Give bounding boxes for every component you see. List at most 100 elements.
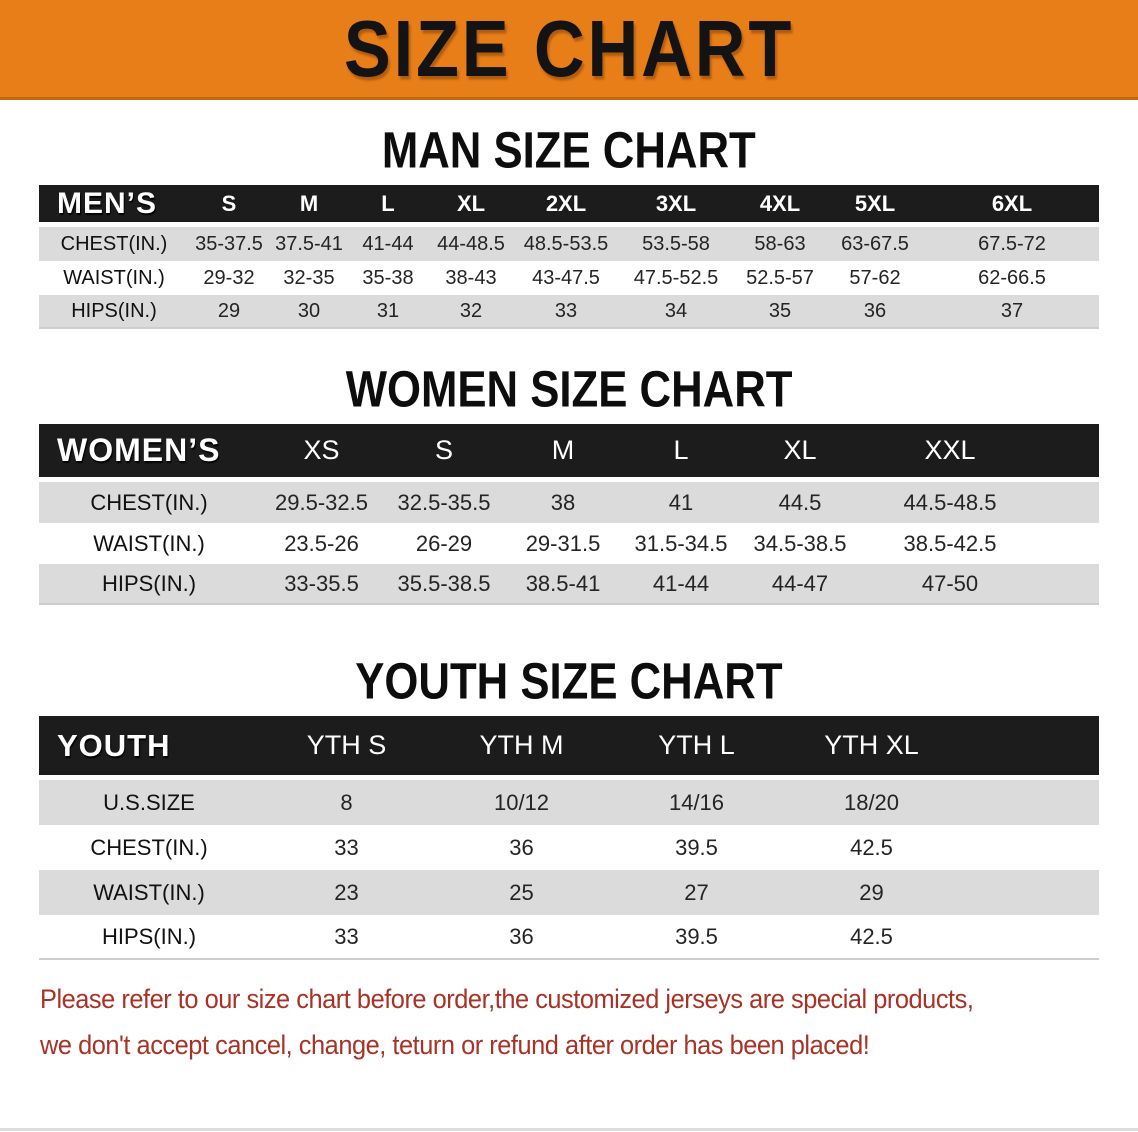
cell-value: 39.5 [609,915,784,960]
women-section-heading-text: WOMEN SIZE CHART [345,360,793,418]
youth-size-table: YOUTH YTH S YTH M YTH L YTH XL U.S.SIZE 8 10/12… [39,716,1099,960]
spacer-cell [959,780,1099,825]
spacer-cell [959,915,1099,960]
row-label: HIPS(IN.) [39,295,189,329]
youth-size-section: YOUTH SIZE CHART YOUTH YTH S YTH M YTH L YTH… [0,652,1138,960]
cell-value: 48.5-53.5 [523,232,609,255]
cell-value: 41-44 [362,232,414,255]
cell-value: 37.5-41 [275,232,343,255]
row-label: HIPS(IN.) [39,564,259,605]
size-chart-banner: SIZE CHART [0,0,1138,100]
cell-value: 38 [550,489,576,515]
men-section-heading-text: MAN SIZE CHART [382,121,756,179]
cell-value: 8 [340,789,353,815]
youth-size-col-yth-l: YTH L [609,716,784,780]
youth-section-heading-text: YOUTH SIZE CHART [355,652,783,710]
women-size-table: WOMEN’S XS S M L XL XXL CHEST(IN.) 29.5-32.5 32.5… [39,424,1099,605]
men-size-col-2xl: 2XL [515,185,617,227]
cell-value: 41 [668,489,694,515]
women-size-section: WOMEN SIZE CHART WOMEN’S XS S M L XL XXL CHEST(… [0,360,1138,605]
cell-value: 42.5 [784,915,959,960]
men-size-col-6xl: 6XL [925,185,1099,227]
men-size-table: MEN’S S M L XL 2XL 3XL 4XL 5XL 6XL CHEST(IN.) 35-37… [39,185,1099,329]
page-title: SIZE CHART [343,3,795,94]
cell-value: 18/20 [843,789,900,815]
cell-value: 63-67.5 [841,232,909,255]
men-size-section: MAN SIZE CHART MEN’S S M L XL 2XL 3XL 4XL 5XL 6XL… [0,121,1138,329]
cell-value: 27 [684,879,709,905]
cell-value: 67.5-72 [978,232,1046,255]
row-label: CHEST(IN.) [90,834,208,860]
youth-section-heading: YOUTH SIZE CHART [0,652,1138,716]
cell-value: 44-48.5 [437,232,505,255]
cell-value: 23 [334,879,359,905]
cell-value: 42.5 [850,834,893,860]
women-row-chest-in: CHEST(IN.) 29.5-32.5 32.5-35.5 38 41 44.5 44.5… [39,482,1099,523]
cell-value: 23.5-26 [284,530,359,556]
cell-value: 32-35 [283,266,335,289]
men-section-heading: MAN SIZE CHART [0,121,1138,185]
women-size-col-m: M [504,424,622,482]
youth-header-row: YOUTH YTH S YTH M YTH L YTH XL [39,716,1099,780]
cell-value: 43-47.5 [532,266,600,289]
cell-value: 29-31.5 [525,530,601,556]
cell-value: 41-44 [622,564,740,605]
cell-value: 32 [427,295,515,329]
row-label: WAIST(IN.) [93,530,205,556]
women-corner-label: WOMEN’S [39,424,259,482]
spacer-cell [1040,523,1099,564]
bottom-edge-divider [0,1128,1138,1131]
cell-value: 31 [349,295,427,329]
women-row-hips-in: HIPS(IN.) 33-35.5 35.5-38.5 38.5-41 41-44 44-… [39,564,1099,605]
youth-row-hips-in: HIPS(IN.) 33 36 39.5 42.5 [39,915,1099,960]
women-size-col-s: S [384,424,504,482]
men-header-row: MEN’S S M L XL 2XL 3XL 4XL 5XL 6XL [39,185,1099,227]
cell-value: 35.5-38.5 [384,564,504,605]
cell-value: 33 [259,915,434,960]
spacer-cell [1040,482,1099,523]
cell-value: 33 [515,295,617,329]
cell-value: 31.5-34.5 [634,530,728,556]
cell-value: 47-50 [860,564,1040,605]
cell-value: 29.5-32.5 [275,489,368,515]
spacer-cell [959,870,1099,915]
cell-value: 34 [617,295,735,329]
women-section-heading: WOMEN SIZE CHART [0,360,1138,424]
cell-value: 14/16 [668,789,725,815]
cell-value: 38.5-41 [504,564,622,605]
row-label: U.S.SIZE [103,789,195,815]
cell-value: 35-38 [362,266,414,289]
youth-header-spacer [959,716,1099,780]
youth-corner-label: YOUTH [39,716,259,780]
disclaimer-line-1: Please refer to our size chart before or… [40,984,974,1014]
cell-value: 32.5-35.5 [397,489,491,515]
cell-value: 47.5-52.5 [633,266,719,289]
disclaimer-line-2: we don't accept cancel, change, teturn o… [40,1030,870,1060]
men-row-waist-in: WAIST(IN.) 29-32 32-35 35-38 38-43 43-47.5 47.… [39,261,1099,295]
men-size-col-m: M [269,185,349,227]
cell-value: 34.5-38.5 [753,530,847,556]
cell-value: 53.5-58 [642,232,710,255]
cell-value: 35 [735,295,825,329]
youth-size-col-yth-m: YTH M [434,716,609,780]
cell-value: 36 [509,834,534,860]
men-size-col-xl: XL [427,185,515,227]
cell-value: 33 [334,834,359,860]
youth-row-u-s-size: U.S.SIZE 8 10/12 14/16 18/20 [39,780,1099,825]
cell-value: 26-29 [415,530,473,556]
cell-value: 37 [925,295,1099,329]
cell-value: 57-62 [849,266,901,289]
cell-value: 10/12 [493,789,550,815]
men-size-col-3xl: 3XL [617,185,735,227]
cell-value: 52.5-57 [746,266,814,289]
men-size-col-5xl: 5XL [825,185,925,227]
cell-value: 58-63 [754,232,806,255]
cell-value: 36 [434,915,609,960]
row-label: CHEST(IN.) [60,232,168,255]
women-header-row: WOMEN’S XS S M L XL XXL [39,424,1099,482]
row-label: WAIST(IN.) [93,879,205,905]
row-label: WAIST(IN.) [63,266,165,289]
cell-value: 29 [189,295,269,329]
cell-value: 44.5-48.5 [903,489,997,515]
cell-value: 38.5-42.5 [903,530,997,556]
